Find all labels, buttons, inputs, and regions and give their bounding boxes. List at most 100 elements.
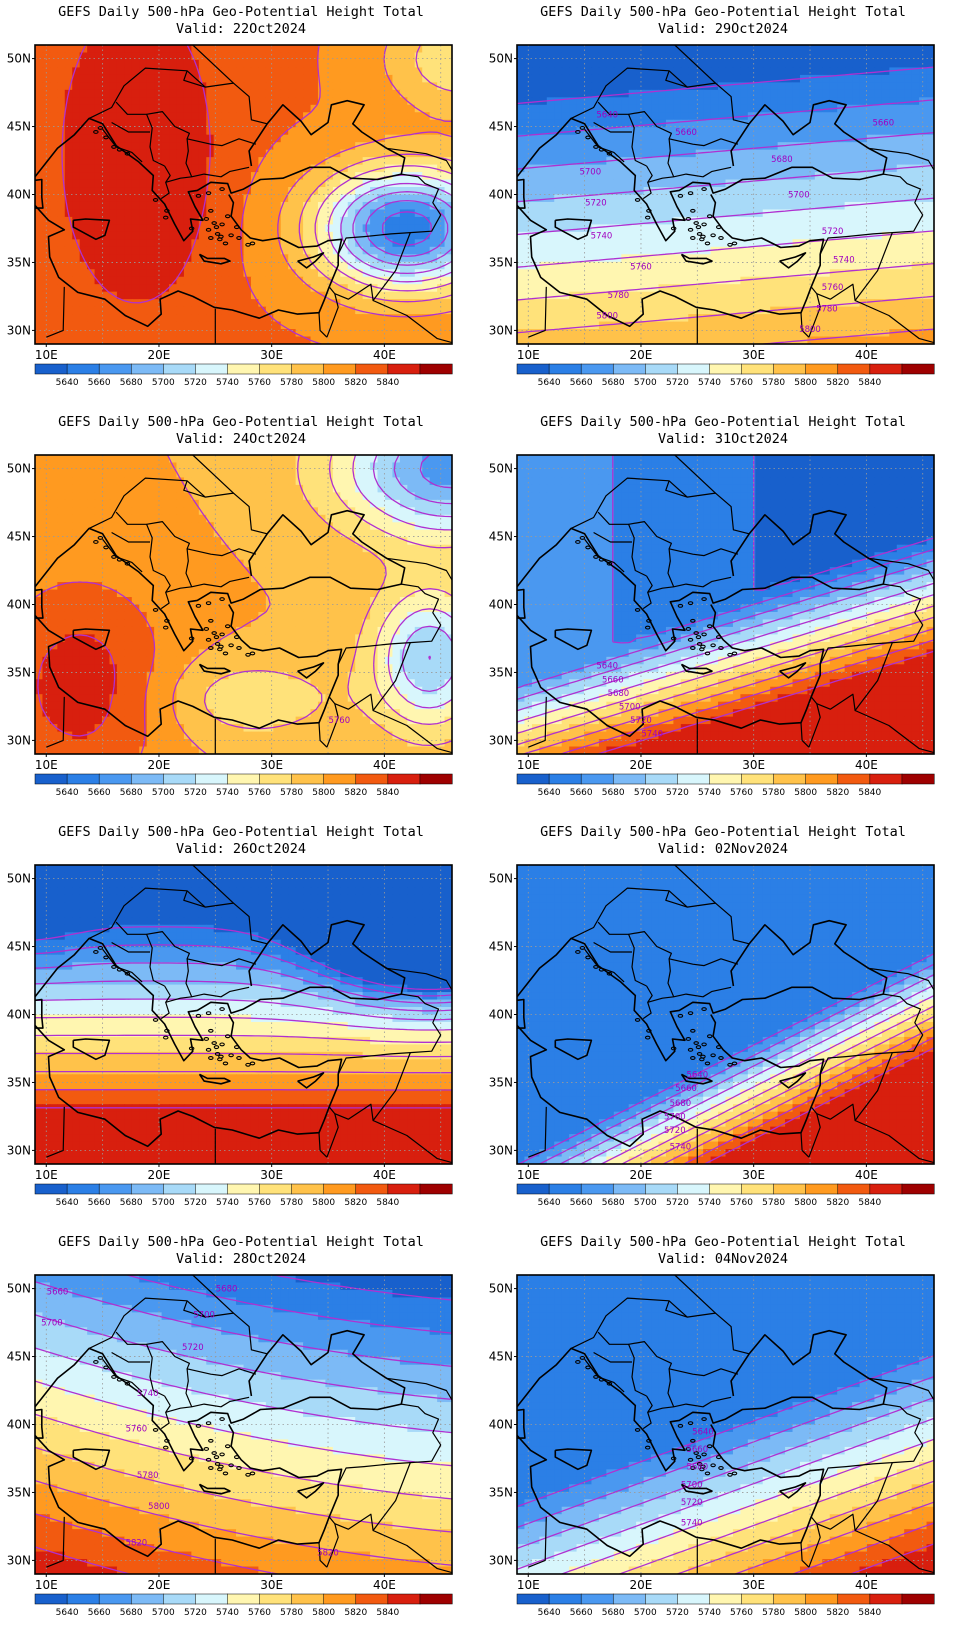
height-cell: [673, 104, 682, 113]
height-cell: [176, 45, 185, 54]
height-cell: [747, 269, 756, 278]
height-cell: [79, 157, 88, 166]
height-cell: [191, 329, 200, 338]
height-cell: [370, 82, 379, 91]
height-cell: [606, 209, 615, 218]
height-cell: [169, 291, 178, 300]
island: [195, 193, 202, 198]
height-cell: [725, 336, 734, 344]
height-cell: [422, 112, 431, 121]
height-cell: [718, 299, 727, 308]
height-cell: [785, 336, 794, 344]
height-cell: [747, 89, 756, 98]
height-cell: [546, 59, 555, 69]
height-cell: [755, 321, 764, 330]
height-cell: [680, 67, 689, 76]
height-cell: [206, 52, 215, 61]
height-cell: [109, 82, 118, 91]
height-cell: [725, 112, 734, 121]
height-cell: [926, 134, 934, 143]
height-cell: [904, 314, 913, 323]
height-cell: [747, 321, 756, 330]
height-cell: [680, 179, 689, 188]
height-cell: [377, 45, 386, 54]
colorbar-swatch: [387, 363, 421, 375]
height-cell: [154, 149, 163, 158]
height-cell: [688, 209, 697, 218]
height-cell: [919, 119, 928, 128]
height-cell: [228, 239, 237, 248]
height-cell: [265, 477, 274, 486]
height-cell: [606, 142, 615, 151]
height-cell: [94, 306, 103, 315]
height-cell: [636, 276, 645, 285]
height-cell: [866, 82, 876, 91]
height-cell: [191, 462, 200, 471]
panel-title: GEFS Daily 500-hPa Geo-Potential Height …: [482, 4, 964, 38]
height-cell: [213, 97, 222, 106]
height-cell: [139, 314, 148, 323]
height-cell: [844, 134, 853, 143]
height-cell: [665, 97, 674, 106]
height-cell: [79, 462, 88, 471]
height-cell: [109, 477, 118, 486]
island: [606, 151, 613, 156]
height-cell: [665, 239, 674, 248]
height-cell: [57, 299, 66, 308]
height-cell: [740, 74, 749, 83]
height-cell: [221, 187, 230, 196]
height-cell: [49, 276, 58, 285]
height-cell: [636, 284, 645, 293]
panel-title: GEFS Daily 500-hPa Geo-Potential Height …: [0, 4, 482, 38]
height-cell: [347, 201, 356, 211]
height-cell: [258, 112, 267, 121]
height-cell: [139, 172, 148, 181]
height-cell: [822, 82, 831, 91]
height-cell: [347, 127, 356, 136]
height-cell: [139, 306, 148, 315]
height-cell: [747, 119, 756, 128]
height-cell: [131, 59, 140, 69]
height-cell: [740, 284, 749, 293]
height-cell: [392, 246, 401, 255]
height-cell: [799, 224, 809, 233]
height-cell: [392, 261, 401, 270]
height-cell: [710, 112, 719, 121]
height-cell: [183, 194, 192, 203]
height-cell: [665, 291, 674, 300]
height-cell: [732, 201, 741, 211]
height-cell: [859, 231, 868, 240]
height-cell: [57, 59, 66, 69]
height-cell: [695, 284, 704, 293]
height-cell: [762, 201, 771, 211]
height-cell: [399, 299, 408, 308]
height-cell: [169, 187, 178, 196]
height-cell: [814, 112, 823, 121]
height-cell: [310, 314, 319, 323]
height-cell: [213, 291, 222, 300]
height-cell: [437, 104, 446, 113]
height-cell: [598, 187, 607, 196]
height-cell: [554, 269, 563, 278]
height-cell: [355, 269, 364, 278]
height-cell: [889, 321, 898, 330]
height-cell: [429, 306, 438, 315]
height-cell: [792, 276, 801, 285]
height-cell: [688, 104, 697, 113]
height-cell: [444, 52, 452, 61]
height-cell: [384, 45, 394, 54]
height-cell: [636, 291, 645, 300]
height-cell: [392, 164, 401, 173]
height-cell: [531, 216, 540, 225]
height-cell: [265, 45, 274, 54]
colorbar-swatch: [773, 363, 807, 375]
height-cell: [718, 59, 727, 69]
height-cell: [146, 261, 155, 270]
height-cell: [680, 89, 689, 98]
height-cell: [176, 455, 185, 464]
height-cell: [598, 89, 607, 98]
height-cell: [139, 74, 148, 83]
height-cell: [94, 164, 103, 173]
height-cell: [258, 329, 267, 338]
height-cell: [258, 134, 267, 143]
